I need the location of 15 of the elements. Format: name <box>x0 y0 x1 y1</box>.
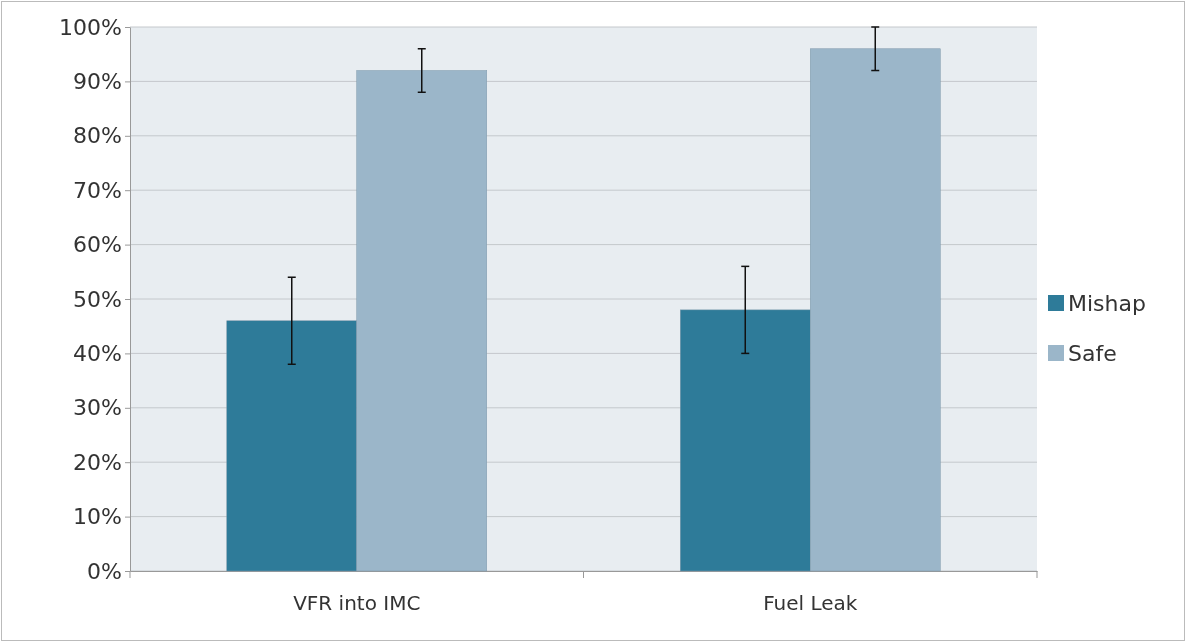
y-tick-label: 80% <box>73 123 122 149</box>
x-tick-label: VFR into IMC <box>293 591 421 615</box>
y-tick-label: 10% <box>73 504 122 530</box>
y-tick-label: 100% <box>59 14 122 40</box>
y-tick-label: 0% <box>87 558 122 584</box>
y-tick-label: 60% <box>73 232 122 258</box>
y-tick-label: 20% <box>73 449 122 475</box>
legend-label: Safe <box>1068 341 1117 366</box>
y-tick-label: 30% <box>73 395 122 421</box>
y-tick-label: 50% <box>73 286 122 312</box>
y-tick-label: 90% <box>73 68 122 94</box>
y-tick-label: 70% <box>73 177 122 203</box>
legend-label: Mishap <box>1068 291 1146 316</box>
y-tick-label: 40% <box>73 340 122 366</box>
x-tick-label: Fuel Leak <box>763 591 858 615</box>
